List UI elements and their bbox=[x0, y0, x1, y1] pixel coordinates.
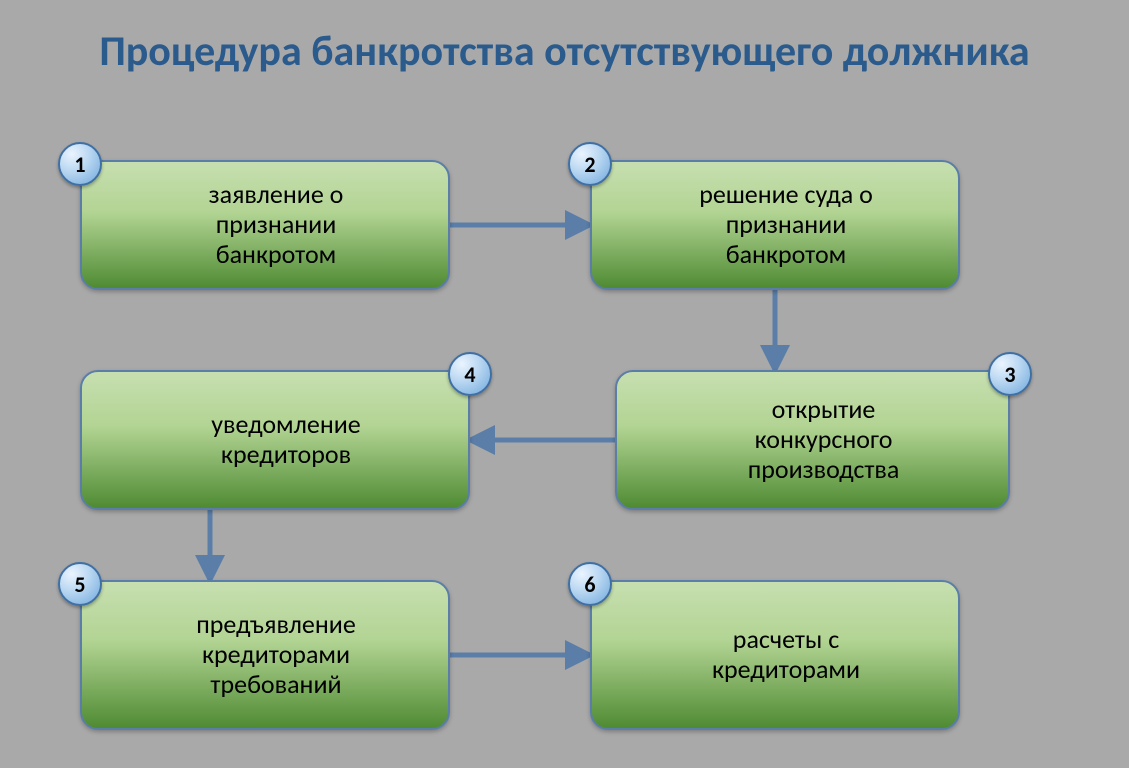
flow-node-n1: заявление о признании банкротом bbox=[80, 160, 450, 290]
badge-number: 1 bbox=[74, 151, 85, 178]
node-label: открытие конкурсного производства bbox=[748, 395, 900, 485]
node-badge-3: 3 bbox=[988, 352, 1032, 396]
badge-number: 2 bbox=[584, 151, 595, 178]
badge-number: 3 bbox=[1004, 361, 1015, 388]
flow-node-n5: предъявление кредиторами требований bbox=[80, 580, 450, 730]
node-label: заявление о признании банкротом bbox=[209, 180, 344, 270]
node-badge-2: 2 bbox=[568, 142, 612, 186]
badge-number: 6 bbox=[584, 571, 595, 598]
node-label: уведомление кредиторов bbox=[211, 410, 360, 470]
badge-number: 5 bbox=[74, 571, 85, 598]
node-label: предъявление кредиторами требований bbox=[196, 610, 356, 700]
diagram-canvas: заявление о признании банкротом 1 решение … bbox=[0, 0, 1129, 768]
node-badge-6: 6 bbox=[568, 562, 612, 606]
flow-node-n6: расчеты с кредиторами bbox=[590, 580, 960, 730]
node-label: расчеты с кредиторами bbox=[712, 625, 860, 685]
node-badge-5: 5 bbox=[58, 562, 102, 606]
node-badge-1: 1 bbox=[58, 142, 102, 186]
badge-number: 4 bbox=[464, 361, 475, 388]
node-badge-4: 4 bbox=[448, 352, 492, 396]
flow-node-n2: решение суда о признании банкротом bbox=[590, 160, 960, 290]
flow-node-n4: уведомление кредиторов bbox=[80, 370, 470, 510]
node-label: решение суда о признании банкротом bbox=[699, 180, 873, 270]
flow-node-n3: открытие конкурсного производства bbox=[615, 370, 1010, 510]
